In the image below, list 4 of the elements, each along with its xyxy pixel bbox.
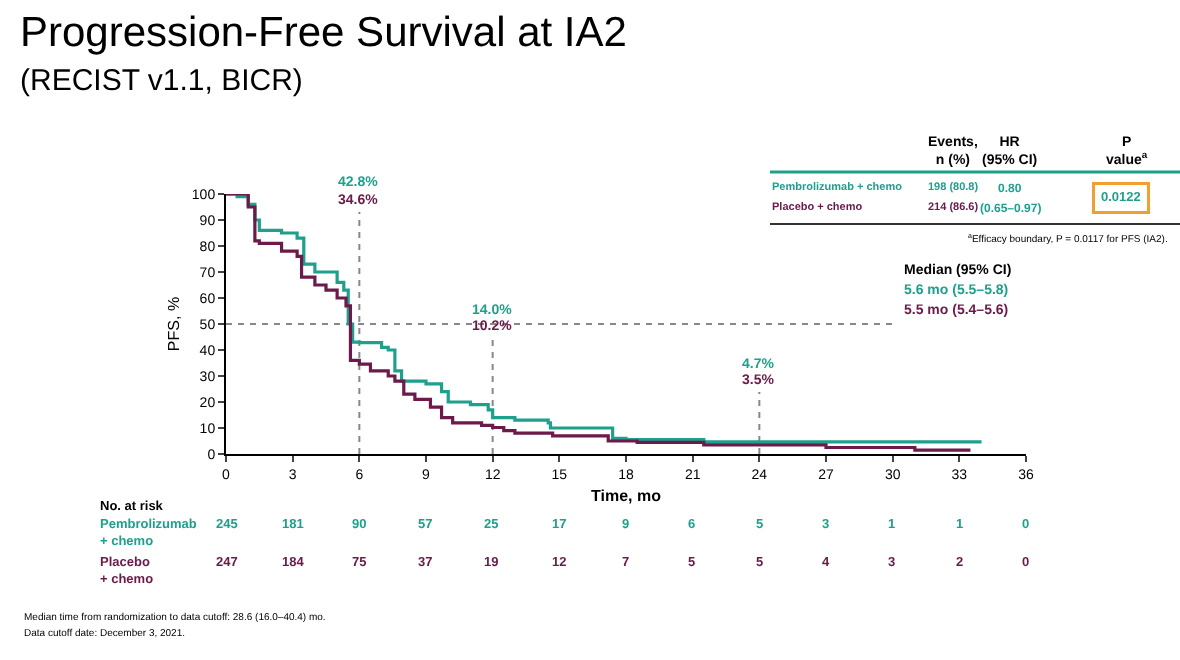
x-axis-title: Time, mo xyxy=(591,487,662,505)
chart-title: Progression-Free Survival at IA2 xyxy=(20,10,627,56)
y-axis-title: PFS, % xyxy=(165,296,184,352)
chart-subtitle: (RECIST v1.1, BICR) xyxy=(20,64,303,98)
